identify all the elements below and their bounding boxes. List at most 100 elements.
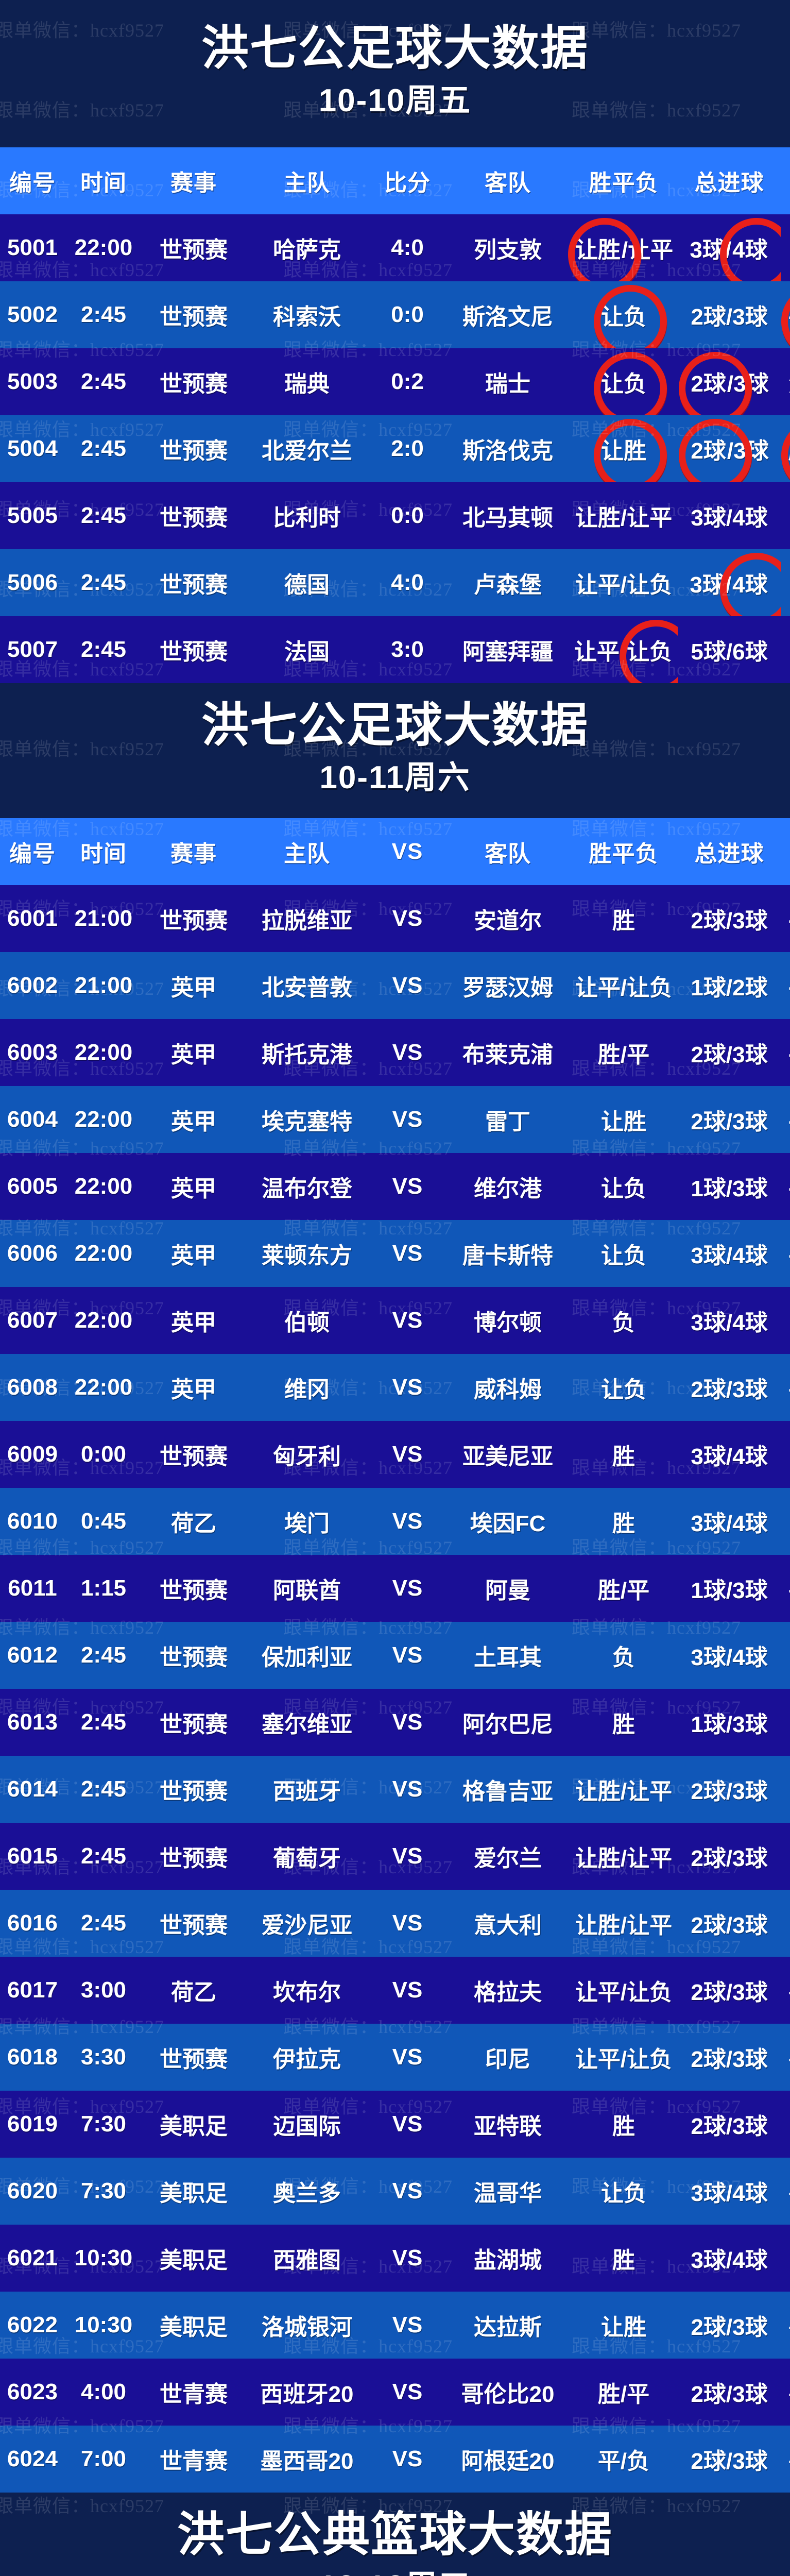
cell-wdl: 让胜/让平 xyxy=(570,1823,678,1890)
cell-total-goals: 2球/3球 xyxy=(678,348,781,416)
wdl-value: 让负 xyxy=(600,304,647,330)
cell-home-team: 温布尔登 xyxy=(245,1153,369,1221)
cell-no: 6010 xyxy=(0,1488,65,1555)
cell-home-team: 莱顿东方 xyxy=(245,1220,369,1287)
cell-score: VS xyxy=(369,2359,446,2426)
cell-half-full: 负负 xyxy=(781,1622,790,1689)
cell-total-goals: 3球/4球 xyxy=(678,1220,781,1287)
cell-league: 美职足 xyxy=(142,2225,245,2292)
total-goals-value: 5球/6球 xyxy=(691,639,768,665)
cell-half-full: 平平/平负 xyxy=(781,952,790,1020)
cell-no: 6016 xyxy=(0,1890,65,1957)
half-full-value: 平平/平负 xyxy=(788,2449,790,2474)
column-header-8: 半全场 xyxy=(781,818,790,886)
cell-home-team: 维冈 xyxy=(245,1354,369,1421)
cell-away-team: 阿尔巴尼 xyxy=(446,1689,570,1756)
cell-league: 世预赛 xyxy=(142,1622,245,1689)
cell-league: 世预赛 xyxy=(142,482,245,550)
cell-away-team: 威科姆 xyxy=(446,1354,570,1421)
cell-home-team: 洛城银河 xyxy=(245,2292,369,2359)
total-goals-value: 2球/3球 xyxy=(691,2114,768,2140)
cell-time: 2:45 xyxy=(65,1756,142,1823)
total-goals-value: 2球/3球 xyxy=(691,1377,768,1403)
cell-no: 5007 xyxy=(0,616,65,684)
red-circle-highlight: 胜胜 xyxy=(787,432,790,465)
cell-score: VS xyxy=(369,2292,446,2359)
total-goals-value: 3球/4球 xyxy=(691,2248,768,2274)
cell-half-full: 平平/平负 xyxy=(781,2024,790,2091)
section-title: 洪七公足球大数据 xyxy=(201,699,589,752)
cell-wdl: 胜 xyxy=(570,1421,678,1488)
cell-wdl: 让胜/让平 xyxy=(570,1756,678,1823)
cell-home-team: 瑞典 xyxy=(245,348,369,416)
cell-home-team: 爱沙尼亚 xyxy=(245,1890,369,1957)
cell-league: 世预赛 xyxy=(142,281,245,349)
cell-away-team: 土耳其 xyxy=(446,1622,570,1689)
wdl-value: 胜/平 xyxy=(597,2382,650,2408)
cell-league: 世预赛 xyxy=(142,1421,245,1488)
cell-home-team: 阿联酋 xyxy=(245,1555,369,1622)
cell-away-team: 阿根廷20 xyxy=(446,2426,570,2493)
wdl-value: 让胜/让平 xyxy=(575,1913,673,1939)
cell-away-team: 布莱克浦 xyxy=(446,1019,570,1087)
cell-no: 5004 xyxy=(0,415,65,483)
cell-half-full: 平胜/平平 xyxy=(781,1086,790,1154)
cell-score: VS xyxy=(369,1957,446,2024)
cell-time: 4:00 xyxy=(65,2359,142,2426)
cell-home-team: 科索沃 xyxy=(245,281,369,349)
cell-time: 2:45 xyxy=(65,1890,142,1957)
total-goals-value: 3球/4球 xyxy=(691,1243,768,1269)
cell-no: 6008 xyxy=(0,1354,65,1421)
cell-score: VS xyxy=(369,1689,446,1756)
wdl-value: 让平/让负 xyxy=(575,2047,673,2073)
cell-no: 6023 xyxy=(0,2359,65,2426)
column-header-1: 时间 xyxy=(65,818,142,886)
cell-half-full: 胜胜 xyxy=(781,549,790,617)
cell-time: 22:00 xyxy=(65,1153,142,1221)
cell-league: 荷乙 xyxy=(142,1957,245,2024)
cell-no: 6003 xyxy=(0,1019,65,1087)
cell-away-team: 温哥华 xyxy=(446,2158,570,2225)
cell-league: 英甲 xyxy=(142,1354,245,1421)
cell-league: 世预赛 xyxy=(142,1823,245,1890)
cell-wdl: 胜 xyxy=(570,1689,678,1756)
cell-no: 6022 xyxy=(0,2292,65,2359)
cell-home-team: 哈萨克 xyxy=(245,214,369,282)
cell-home-team: 葡萄牙 xyxy=(245,1823,369,1890)
cell-wdl: 让平/让负 xyxy=(570,549,678,617)
cell-wdl: 胜/平 xyxy=(570,1019,678,1087)
wdl-value: 胜 xyxy=(612,1511,635,1537)
